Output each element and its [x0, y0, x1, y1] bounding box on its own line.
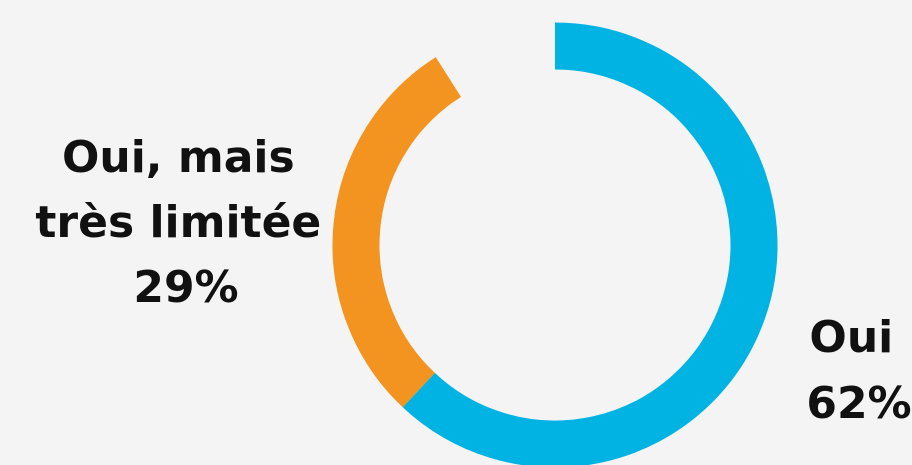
- slice-value-label-oui-mais-tres-limitee: 29%: [133, 262, 238, 313]
- donut-slice-oui-mais-tres-limitee: [332, 57, 462, 408]
- donut-slice-oui: [402, 22, 778, 465]
- slice-label-line-1: Oui, mais: [62, 132, 295, 183]
- slice-label-oui: Oui 62%: [806, 312, 911, 429]
- slice-value-label-oui: 62%: [806, 378, 911, 429]
- slice-label-line-2: très limitée: [35, 197, 321, 248]
- donut-slices: [332, 22, 778, 465]
- slice-label-line-oui: Oui: [809, 312, 893, 363]
- slice-label-oui-mais-tres-limitee: Oui, mais très limitée 29%: [35, 132, 336, 313]
